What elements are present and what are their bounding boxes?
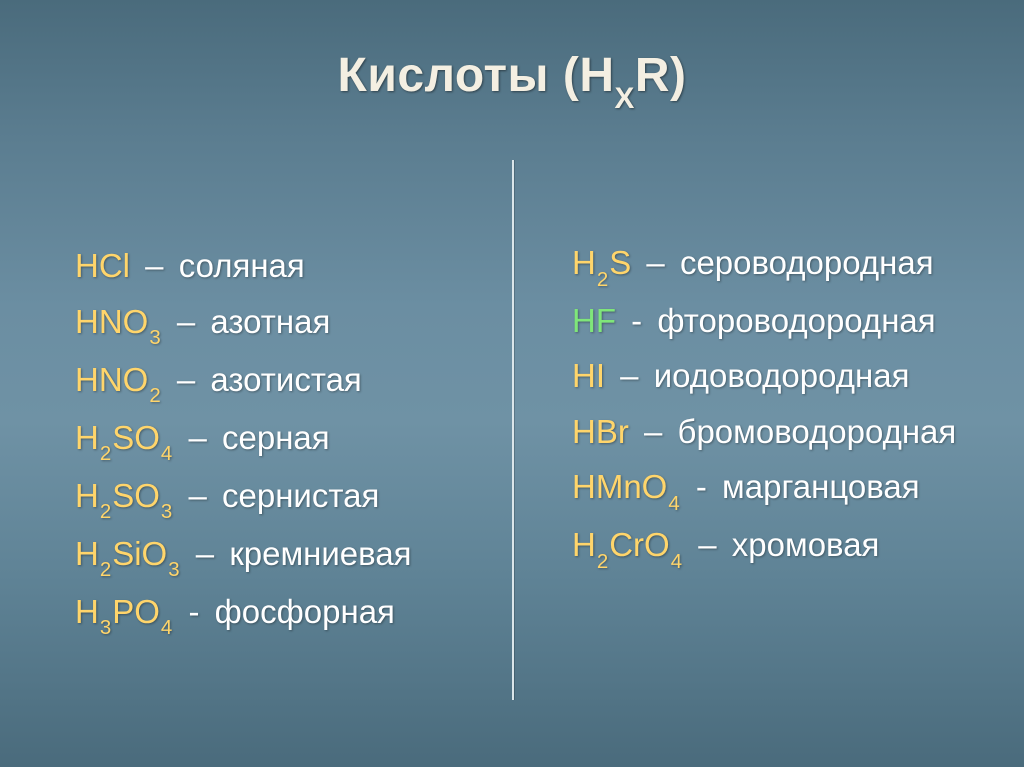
chemical-formula: HCl — [75, 247, 130, 284]
separator: – — [689, 526, 726, 563]
chemical-formula: HI — [572, 357, 605, 394]
acid-row: HNO2 – азотистая — [75, 352, 464, 410]
acid-name: бромоводородная — [678, 413, 957, 450]
acid-name: сероводородная — [680, 244, 934, 281]
separator: – — [179, 477, 216, 514]
acid-row: H2CrO4 – хромовая — [572, 517, 964, 575]
separator: – — [136, 247, 173, 284]
acid-name: хромовая — [732, 526, 880, 563]
acid-row: H2S – сероводородная — [572, 235, 964, 293]
chemical-formula: HF — [572, 302, 616, 339]
acid-row: HMnO4 - марганцовая — [572, 459, 964, 517]
content-columns: HCl – солянаяHNO3 – азотнаяHNO2 – азотис… — [0, 160, 1024, 720]
acid-row: HNO3 – азотная — [75, 294, 464, 352]
chemical-formula: H3PO4 — [75, 593, 173, 630]
chemical-formula: HNO2 — [75, 361, 162, 398]
title-sub: X — [614, 82, 634, 115]
chemical-formula: H2SO4 — [75, 419, 173, 456]
acid-row: HBr – бромоводородная — [572, 404, 964, 459]
acid-row: H2SiO3 – кремниевая — [75, 526, 464, 584]
title-post: R) — [635, 49, 687, 102]
acid-name: фосфорная — [215, 593, 395, 630]
acid-row: HF - фтороводородная — [572, 293, 964, 348]
acid-name: соляная — [179, 247, 305, 284]
chemical-formula: H2SO3 — [75, 477, 173, 514]
acid-name: кремниевая — [229, 535, 411, 572]
separator: – — [611, 357, 648, 394]
acid-row: HI – иодоводородная — [572, 348, 964, 403]
chemical-formula: H2CrO4 — [572, 526, 683, 563]
chemical-formula: HBr — [572, 413, 629, 450]
acid-name: фтороводородная — [657, 302, 935, 339]
separator: – — [168, 303, 205, 340]
acid-row: H3PO4 - фосфорная — [75, 584, 464, 642]
slide-title: Кислоты (НXR) — [0, 48, 1024, 110]
left-column: HCl – солянаяHNO3 – азотнаяHNO2 – азотис… — [0, 160, 512, 720]
acid-name: марганцовая — [722, 468, 920, 505]
acid-name: азотная — [210, 303, 330, 340]
separator: – — [179, 419, 216, 456]
separator: – — [187, 535, 224, 572]
acid-row: HCl – соляная — [75, 238, 464, 293]
separator: – — [637, 244, 674, 281]
acid-name: азотистая — [210, 361, 361, 398]
chemical-formula: H2S — [572, 244, 631, 281]
acid-row: H2SO3 – сернистая — [75, 468, 464, 526]
acid-name: сернистая — [222, 477, 379, 514]
acid-name: иодоводородная — [654, 357, 910, 394]
separator: - — [179, 593, 208, 630]
separator: – — [635, 413, 672, 450]
separator: - — [687, 468, 716, 505]
title-pre: Кислоты (Н — [338, 49, 615, 102]
right-column: H2S – сероводороднаяHF - фтороводородная… — [512, 160, 1024, 720]
separator: – — [168, 361, 205, 398]
chemical-formula: HMnO4 — [572, 468, 681, 505]
chemical-formula: H2SiO3 — [75, 535, 181, 572]
separator: - — [622, 302, 651, 339]
acid-row: H2SO4 – серная — [75, 410, 464, 468]
chemical-formula: HNO3 — [75, 303, 162, 340]
acid-name: серная — [222, 419, 330, 456]
